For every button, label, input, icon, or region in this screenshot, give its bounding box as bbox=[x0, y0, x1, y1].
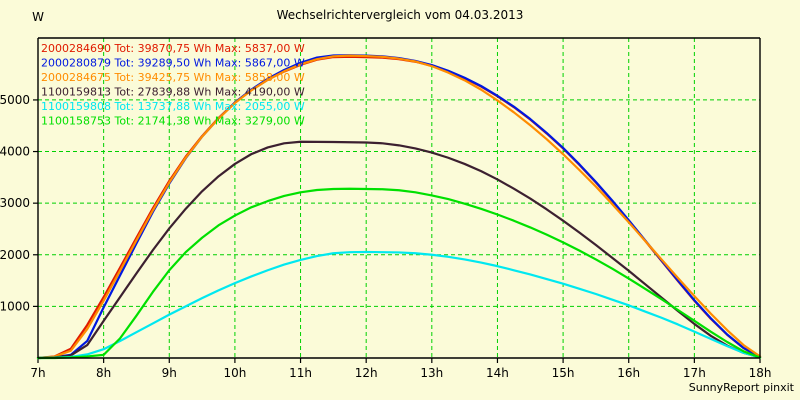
legend-entry-1100159813: 1100159813 Tot: 27839,88 Wh Max: 4190,00… bbox=[41, 86, 305, 99]
series-line-1100159813 bbox=[36, 140, 762, 360]
series-lines bbox=[36, 54, 762, 360]
y-tick-label: 4000 bbox=[0, 145, 30, 159]
x-tick-label: 7h bbox=[30, 366, 45, 380]
y-tick-label: 2000 bbox=[0, 248, 30, 262]
x-tick-label: 18h bbox=[749, 366, 772, 380]
y-axis-unit-label: W bbox=[32, 10, 44, 24]
series-line-1100158753 bbox=[36, 187, 762, 360]
legend-entry-2000284675: 2000284675 Tot: 39425,75 Wh Max: 5858,00… bbox=[41, 71, 305, 84]
x-tick-label: 16h bbox=[617, 366, 640, 380]
chart-legend: 2000284690 Tot: 39870,75 Wh Max: 5837,00… bbox=[41, 42, 305, 128]
y-axis-ticks: 1000 2000 3000 4000 5000 bbox=[0, 93, 38, 313]
x-tick-label: 14h bbox=[486, 366, 509, 380]
x-tick-label: 10h bbox=[223, 366, 246, 380]
series-line-2000284675 bbox=[36, 54, 762, 360]
x-tick-label: 13h bbox=[420, 366, 443, 380]
y-tick-label: 5000 bbox=[0, 93, 30, 107]
x-tick-label: 9h bbox=[162, 366, 177, 380]
footer-credit: SunnyReport pinxit bbox=[689, 381, 795, 394]
x-axis-ticks: 7h 8h 9h 10h 11h 12h 13h 14h 15h 16h 17h 18h bbox=[30, 358, 771, 380]
x-tick-label: 11h bbox=[289, 366, 312, 380]
chart-title: Wechselrichtervergleich vom 04.03.2013 bbox=[277, 8, 524, 22]
x-tick-label: 8h bbox=[96, 366, 111, 380]
x-tick-label: 12h bbox=[355, 366, 378, 380]
legend-entry-1100159808: 1100159808 Tot: 13737,88 Wh Max: 2055,00… bbox=[41, 100, 305, 113]
series-line-1100159808 bbox=[36, 250, 762, 360]
legend-entry-2000280879: 2000280879 Tot: 39289,50 Wh Max: 5867,00… bbox=[41, 57, 305, 70]
plot-frame bbox=[37, 37, 761, 359]
y-tick-label: 1000 bbox=[0, 299, 30, 313]
x-tick-label: 15h bbox=[552, 366, 575, 380]
legend-entry-1100158753: 1100158753 Tot: 21741,38 Wh Max: 3279,00… bbox=[41, 115, 305, 128]
y-tick-label: 3000 bbox=[0, 196, 30, 210]
legend-entry-2000284690: 2000284690 Tot: 39870,75 Wh Max: 5837,00… bbox=[41, 42, 305, 55]
x-tick-label: 17h bbox=[683, 366, 706, 380]
